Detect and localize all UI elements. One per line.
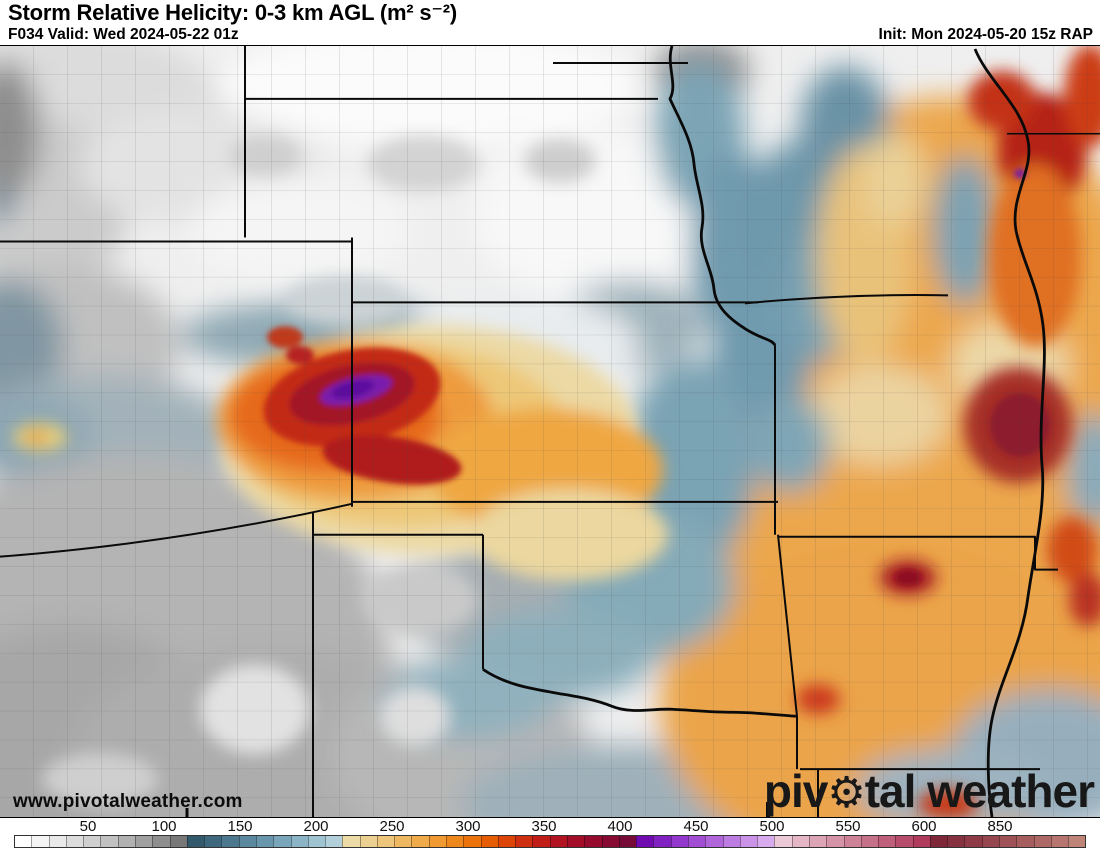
logo-text-pre: piv [763,765,828,817]
colorbar-cell [463,836,481,847]
colorbar-cell [653,836,671,847]
colorbar-cell [290,836,308,847]
header-bar: Storm Relative Helicity: 0-3 km AGL (m² … [0,0,1100,45]
colorbar-cell [411,836,429,847]
colorbar-tick-label: 150 [227,818,253,835]
colorbar-cell [221,836,239,847]
colorbar [14,835,1086,848]
state-borders-and-rivers [0,46,1100,817]
colorbar-tick-label: 50 [79,818,97,835]
colorbar-cell [912,836,930,847]
colorbar-cell [722,836,740,847]
page-title: Storm Relative Helicity: 0-3 km AGL (m² … [8,0,458,25]
colorbar-cell [428,836,447,847]
colorbar-cell [307,836,326,847]
colorbar-cell [204,836,222,847]
colorbar-cell [808,836,827,847]
colorbar-cell [947,836,965,847]
logo-text-post: tal weather [864,765,1095,817]
colorbar-cell [238,836,256,847]
colorbar-cell [774,836,792,847]
colorbar-cell [376,836,395,847]
colorbar-cell [497,836,516,847]
colorbar-cell [1033,836,1051,847]
colorbar-cell [670,836,688,847]
colorbar-tick-label: 850 [987,818,1013,835]
colorbar-cell [601,836,619,847]
colorbar-cell [134,836,153,847]
colorbar-cell [826,836,844,847]
colorbar-cell [1016,836,1034,847]
colorbar-cell [878,836,896,847]
colorbar-cell [1050,836,1069,847]
init-time-label: Init: Mon 2024-05-20 15z RAP [878,26,1093,43]
colorbar-cell [929,836,948,847]
colorbar-cell [515,836,533,847]
helicity-map-canvas: www.pivotalweather.com piv⚙tal weather [0,45,1100,818]
pivotal-weather-logo: piv⚙tal weather [763,765,1095,817]
colorbar-cell [687,836,706,847]
colorbar-cell [48,836,66,847]
gear-icon: ⚙ [827,769,865,817]
colorbar-cell [255,836,274,847]
colorbar-cell [394,836,412,847]
colorbar-tick-label: 500 [759,818,785,835]
colorbar-tick-label: 600 [911,818,937,835]
colorbar-cell [446,836,464,847]
colorbar-cell [757,836,775,847]
colorbar-cell [117,836,135,847]
colorbar-tick-label: 350 [531,818,557,835]
colorbar-cell [843,836,861,847]
colorbar-tick-label: 250 [379,818,405,835]
colorbar-cell [359,836,377,847]
colorbar-cell [83,836,101,847]
colorbar-tick-label: 200 [303,818,329,835]
colorbar-cell [739,836,758,847]
colorbar-cell [618,836,637,847]
header-subrow: F034 Valid: Wed 2024-05-22 01z Init: Mon… [8,26,1093,45]
colorbar-tick-label: 550 [835,818,861,835]
colorbar-cell [342,836,360,847]
colorbar-cell [480,836,498,847]
colorbar-cell [532,836,550,847]
colorbar-cell [15,836,32,847]
colorbar-cell [186,836,205,847]
colorbar-cell [567,836,585,847]
colorbar-cell [273,836,291,847]
colorbar-cell [100,836,118,847]
county-grid-overlay [0,46,1100,817]
colorbar-cell [152,836,170,847]
colorbar-cell [1068,836,1086,847]
colorbar-cell [31,836,49,847]
helicity-field-svg [0,46,1100,817]
colorbar-cell [65,836,84,847]
colorbar-cell [895,836,913,847]
colorbar-cell [999,836,1017,847]
colorbar-cell [169,836,187,847]
colorbar-tick-label: 400 [607,818,633,835]
colorbar-cell [860,836,879,847]
colorbar-cell [791,836,809,847]
colorbar-tick-labels: 50 100 150 200 250 300 350 400 450 500 550 600 850 [0,818,1100,835]
valid-time-label: F034 Valid: Wed 2024-05-22 01z [8,26,239,43]
colorbar-cell [636,836,654,847]
colorbar-cell [705,836,723,847]
colorbar-tick-label: 450 [683,818,709,835]
colorbar-tick-label: 300 [455,818,481,835]
colorbar-cell [584,836,602,847]
colorbar-tick-label: 100 [151,818,177,835]
watermark-url: www.pivotalweather.com [13,791,243,812]
colorbar-cell [981,836,1000,847]
colorbar-cell [325,836,343,847]
colorbar-cell [549,836,567,847]
colorbar-cell [964,836,982,847]
